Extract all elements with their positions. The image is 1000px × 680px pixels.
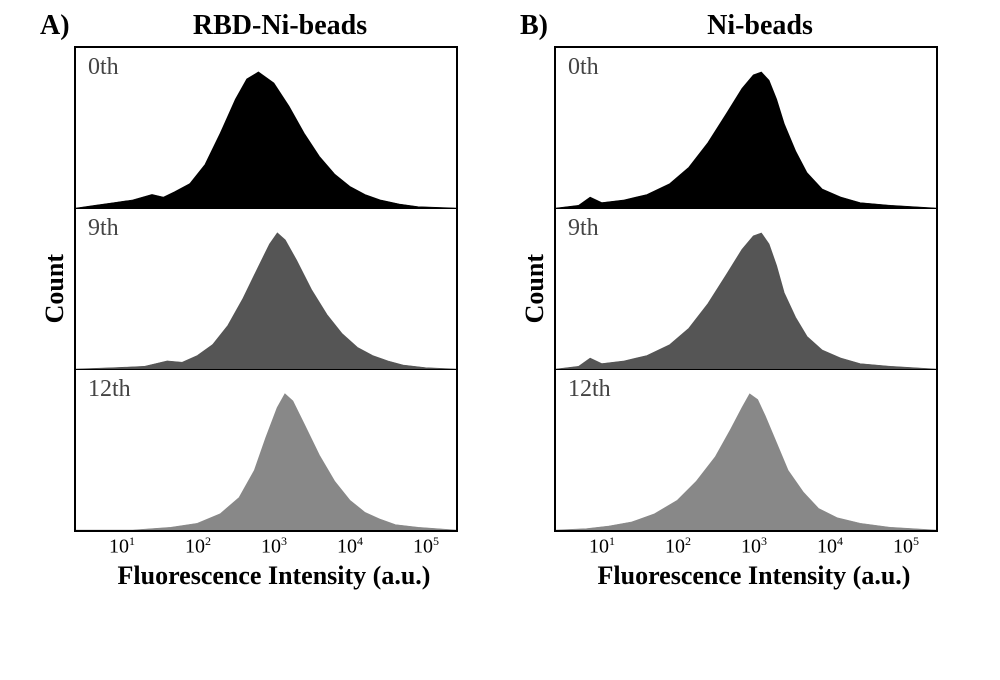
tick-label: 104 [337,534,363,559]
panel-b-ticks: 101 102 103 104 105 [564,534,944,559]
figure-container: A) RBD-Ni-beads Count 0th 9th 12th 101 [10,10,990,591]
panel-b-plot-area: Count 0th 9th 12th [520,46,960,532]
panel-b-subplot-0: 0th [556,48,936,209]
tick-label: 102 [185,534,211,559]
panel-b-title: Ni-beads [560,10,960,42]
tick-label: 102 [665,534,691,559]
tick-label: 105 [413,534,439,559]
panel-a-subplot-0: 0th [76,48,456,209]
panel-a-ylabel: Count [40,254,70,323]
tick-label: 105 [893,534,919,559]
histogram-path [556,72,936,208]
panel-a-ticks: 101 102 103 104 105 [84,534,464,559]
panel-a-charts: 0th 9th 12th [74,46,458,532]
tick-label: 101 [109,534,135,559]
histogram-svg [76,209,456,369]
panel-a-subplot-2: 12th [76,370,456,530]
panel-b: B) Ni-beads Count 0th 9th 12th 1011021 [520,10,960,591]
histogram-svg [556,370,936,530]
histogram-svg [76,48,456,208]
panel-a-xaxis: 101 102 103 104 105 Fluorescence Intensity (… [84,534,464,591]
histogram-path [556,233,936,369]
histogram-path [76,72,456,208]
panel-b-xlabel: Fluorescence Intensity (a.u.) [564,561,944,591]
panel-a-subplot-1: 9th [76,209,456,370]
panel-a: A) RBD-Ni-beads Count 0th 9th 12th 101 [40,10,480,591]
tick-label: 104 [817,534,843,559]
histogram-path [76,394,456,530]
panel-a-title: RBD-Ni-beads [80,10,480,42]
panel-a-label: A) [40,10,70,42]
histogram-svg [76,370,456,530]
histogram-path [556,394,936,530]
panel-a-xlabel: Fluorescence Intensity (a.u.) [84,561,464,591]
panel-b-subplot-1: 9th [556,209,936,370]
panel-a-plot-area: Count 0th 9th 12th [40,46,480,532]
histogram-svg [556,48,936,208]
panel-b-charts: 0th 9th 12th [554,46,938,532]
histogram-svg [556,209,936,369]
panel-b-ylabel: Count [520,254,550,323]
panel-b-xaxis: 101 102 103 104 105 Fluorescence Intensity (… [564,534,944,591]
panel-b-subplot-2: 12th [556,370,936,530]
tick-label: 101 [589,534,615,559]
tick-label: 103 [741,534,767,559]
panel-b-label: B) [520,10,548,42]
histogram-path [76,233,456,369]
tick-label: 103 [261,534,287,559]
